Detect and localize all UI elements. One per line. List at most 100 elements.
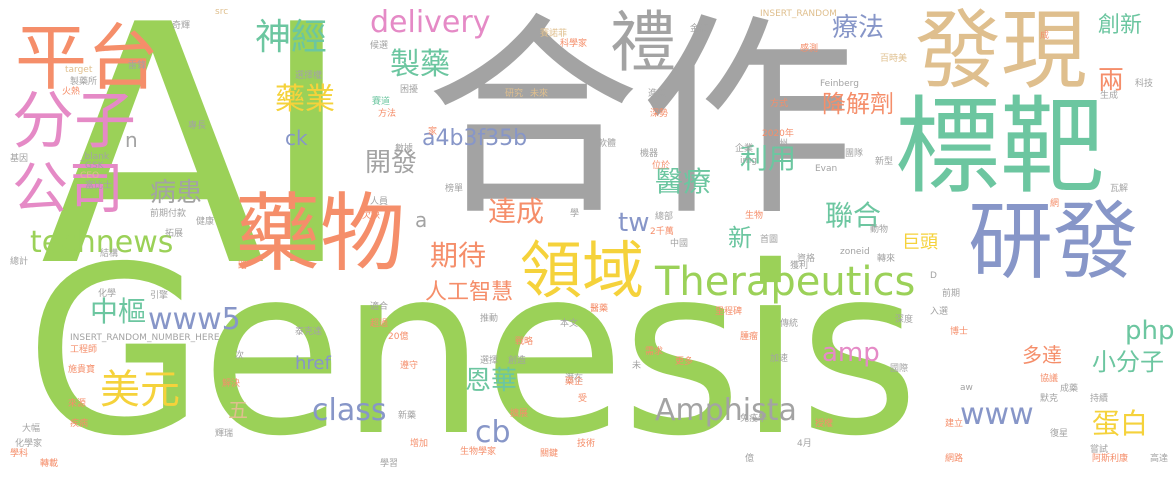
word-d: D: [930, 271, 937, 281]
word-dongwu: 動物: [870, 225, 889, 235]
word-insert-random: INSERT_RANDOM: [760, 9, 837, 19]
word-zunshou: 遵守: [400, 361, 419, 371]
word-ck: ck: [285, 126, 308, 150]
word-zhiyaosuo: 製藥所: [70, 77, 98, 87]
word-yanfa: 研發: [968, 193, 1139, 292]
word-lianhe: 聯合: [825, 199, 882, 232]
word-a4b3f35b: a4b3f35b: [422, 126, 528, 151]
word-class: class: [312, 393, 387, 428]
word-zoneid: zoneid: [840, 247, 870, 257]
word-qianzai: 潛在: [565, 374, 584, 384]
word-2qianwan: 2千萬: [650, 227, 674, 237]
word-lu: 路: [238, 261, 248, 271]
word-delivery: delivery: [370, 5, 491, 40]
word-kunrao: 困擾: [400, 85, 419, 95]
word-insert-random-number: INSERT_RANDOM_NUMBER_HERE: [70, 333, 220, 343]
word-biaoba: 標靶: [895, 86, 1106, 208]
word-tuandui: 團隊: [845, 149, 864, 159]
word-src: src: [215, 7, 229, 17]
word-amphista: Amphista: [655, 393, 797, 428]
word-wajie: 瓦解: [1110, 184, 1129, 194]
word-yiliao: 醫療: [655, 165, 712, 198]
word-enhua: 恩華: [465, 366, 518, 396]
word-www5: www5: [148, 302, 241, 337]
word-shiguibao: 施貴寶: [68, 365, 96, 375]
word-fuxing: 復星: [1050, 429, 1069, 439]
word-zhongliu: 腫瘤: [740, 332, 759, 342]
word-jiasu: 加速: [770, 354, 789, 364]
word-fangfa: 方法: [378, 109, 397, 119]
word-shengwuxuejia: 生物學家: [460, 447, 497, 457]
word-ceo: CEO: [80, 171, 100, 181]
word-gsk: GSK: [85, 161, 104, 171]
word-yanjiu: 研究: [505, 89, 524, 99]
word-faxian: 發現: [915, 1, 1087, 101]
word-lingyu: 領域: [520, 234, 645, 307]
word-renyuan: 人員: [370, 197, 389, 207]
word-yaoqi: 藥企: [565, 377, 584, 387]
word-jindu: 進度: [648, 89, 667, 99]
word-bingshan: 病患: [150, 178, 203, 208]
word-zongji: 總計: [10, 257, 29, 267]
word-zige: 資格: [797, 254, 816, 264]
word-dafu: 大幅: [22, 424, 41, 434]
word-meiyuan: 美元: [100, 367, 180, 413]
word-zhanlue: 戰略: [515, 337, 534, 347]
word-qidai: 期待: [430, 239, 487, 272]
word-li: 禮: [610, 4, 676, 81]
word-boshi: 博士: [950, 327, 969, 337]
word-qiye: 企業: [735, 144, 754, 154]
word-shoutu: 首圖: [760, 235, 779, 245]
word-leifeng: 雷鋒: [128, 61, 147, 71]
word-shuju: 數據: [395, 144, 414, 154]
word-shendu: 深度: [895, 315, 914, 325]
word-gaoda: 高達: [1150, 454, 1169, 464]
word-gongsi: 公司: [12, 157, 124, 222]
word-ai: AI: [40, 0, 355, 339]
word-lichengbei: 里程碑: [715, 307, 743, 317]
word-huaxue: 化學: [98, 289, 117, 299]
word-jibing: 疾病: [70, 419, 89, 429]
word-xinyao: 新藥: [398, 411, 417, 421]
word-jine: 金額: [690, 24, 709, 34]
word-jiankang: 健康: [196, 217, 215, 227]
word-xinxing: 新型: [875, 157, 894, 167]
word-chaoguo: 超過: [370, 319, 389, 329]
word-zhuanzai: 轉載: [40, 459, 59, 469]
word-liaofa: 療法: [832, 13, 885, 43]
word-xueke: 學科: [10, 449, 29, 459]
word-keji: 科技: [1135, 79, 1154, 89]
word-changshi: 嘗試: [1090, 445, 1109, 455]
word-fenzi: 分子: [12, 84, 137, 157]
word-kaifa: 開發: [365, 148, 418, 178]
word-yaoye: 藥業: [275, 82, 335, 117]
word-jutou: 巨頭: [902, 232, 938, 253]
word-ci: 次: [235, 351, 245, 361]
word-wang: 網: [1050, 199, 1060, 209]
word-therapeutics: Therapeutics: [655, 259, 916, 305]
word-4yue: 4月: [797, 439, 812, 449]
word-technews: technews: [30, 225, 174, 260]
word-zhongguo: 中國: [670, 239, 689, 249]
word-pingtai: 平台: [15, 16, 160, 100]
word-shengcheng: 生成: [1100, 91, 1119, 101]
word-jia: 家: [428, 127, 438, 137]
word-tw: tw: [618, 208, 650, 238]
word-laiyuan: 來源: [68, 399, 87, 409]
word-mianyixue: 免疫學: [740, 414, 768, 424]
word-qihui: 奇輝: [172, 21, 191, 31]
word-danbai: 蛋白: [1092, 407, 1149, 440]
word-amp: amp: [822, 338, 880, 368]
word-fangshi: 方式: [770, 99, 789, 109]
word-xiaofenzi: 小分子: [1092, 348, 1164, 376]
word-href: href: [295, 353, 331, 374]
word-php: php: [1125, 316, 1175, 346]
word-liang: 兩: [1098, 66, 1125, 96]
word-duoda: 多達: [1022, 343, 1062, 367]
word-gongchengshi: 工程師: [70, 345, 98, 355]
word-rengongzhihui: 人工智慧: [425, 280, 514, 305]
word-jiqi: 機器: [640, 149, 659, 159]
word-2020: 2020年: [762, 129, 794, 139]
word-zongbu: 總部: [655, 212, 674, 222]
word-taikeda: 泰克達: [295, 327, 323, 337]
